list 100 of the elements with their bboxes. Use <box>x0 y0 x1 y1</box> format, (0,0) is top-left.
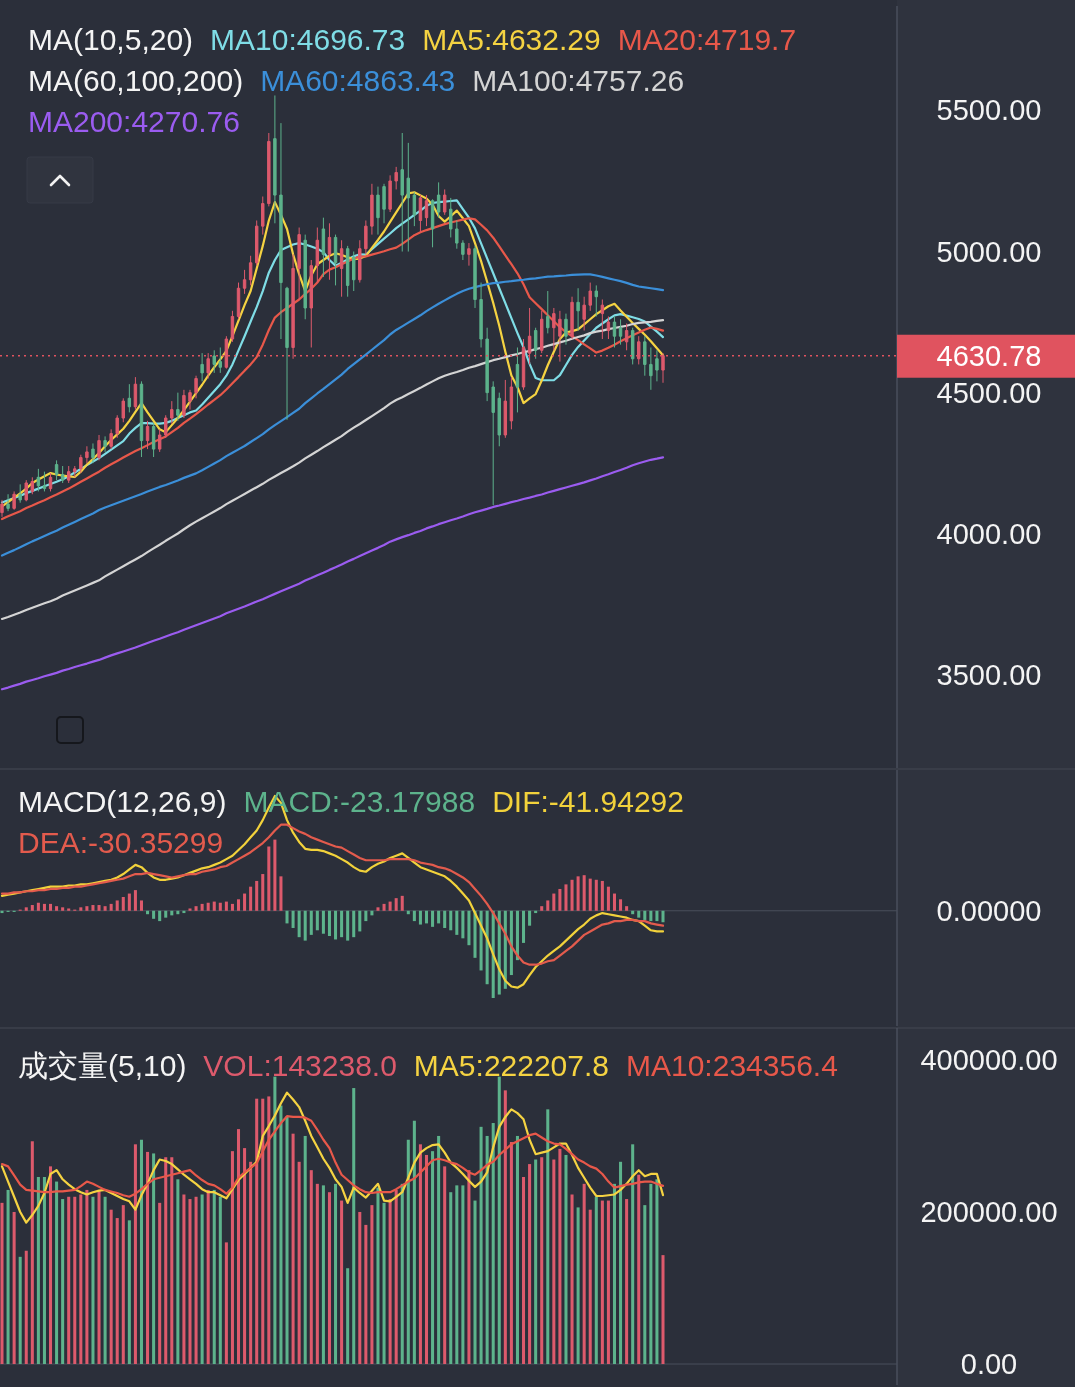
bar <box>85 906 89 911</box>
bar <box>582 875 586 911</box>
bar <box>139 900 143 911</box>
candlestick <box>661 352 665 384</box>
bar <box>637 910 641 918</box>
bar <box>0 910 4 914</box>
bar <box>485 1135 489 1365</box>
candlestick <box>303 234 307 320</box>
bar <box>12 1211 16 1365</box>
candlestick <box>115 414 119 439</box>
bar <box>600 1200 604 1365</box>
bar <box>479 1126 483 1365</box>
candlestick <box>582 296 586 332</box>
candlestick <box>279 122 283 340</box>
candlestick <box>261 196 265 236</box>
bar <box>576 876 580 911</box>
bar <box>36 1177 40 1365</box>
bar <box>528 910 532 926</box>
bar <box>643 910 647 920</box>
candlestick <box>552 307 556 351</box>
candlestick <box>242 269 247 295</box>
candlestick <box>254 219 259 267</box>
bar <box>522 1177 526 1365</box>
bar <box>188 908 192 911</box>
candlestick <box>618 318 623 346</box>
bar <box>473 1200 477 1365</box>
candlestick <box>637 335 641 365</box>
bar <box>515 910 519 961</box>
bar <box>139 1139 143 1365</box>
candlestick <box>540 310 544 354</box>
bar <box>412 910 416 922</box>
annotation: MA(60,100,200) <box>28 64 244 97</box>
bar <box>479 910 483 971</box>
bar <box>218 1196 222 1365</box>
bar <box>412 1120 416 1365</box>
bar <box>334 1183 338 1365</box>
candlestick <box>376 186 380 236</box>
candlestick <box>473 245 477 309</box>
bar <box>461 1185 465 1365</box>
candlestick <box>297 227 301 301</box>
bar <box>558 1148 562 1365</box>
bar <box>661 1255 665 1365</box>
bar <box>236 1129 241 1365</box>
bar <box>588 878 592 911</box>
bar <box>200 903 204 911</box>
bar <box>61 907 65 911</box>
candlestick <box>461 239 465 261</box>
candlestick <box>449 197 453 238</box>
text: MA200:4270.76 <box>28 105 240 138</box>
bar <box>103 1196 107 1365</box>
bar <box>570 1194 574 1365</box>
bar <box>346 910 350 941</box>
line-series <box>0 1091 665 1224</box>
bar <box>236 899 241 911</box>
text: 0.00000 <box>936 894 1042 927</box>
candlestick <box>388 174 392 213</box>
bar <box>376 907 380 911</box>
candlestick <box>649 346 653 391</box>
candlestick <box>352 251 356 292</box>
bar <box>625 1199 629 1365</box>
bar <box>176 1179 180 1365</box>
bar <box>261 874 265 911</box>
candlestick <box>66 465 71 484</box>
bar <box>467 910 471 946</box>
bar <box>619 899 623 911</box>
candlestick <box>12 490 16 511</box>
bar <box>73 1196 77 1365</box>
bar <box>340 1200 344 1365</box>
candlestick <box>315 227 320 284</box>
bar <box>164 910 168 918</box>
candlestick <box>497 392 501 447</box>
bar <box>564 884 568 911</box>
bar <box>315 910 319 931</box>
candlestick <box>455 219 459 250</box>
bar <box>534 1159 538 1365</box>
bar <box>449 1192 453 1365</box>
bar <box>394 898 398 911</box>
candlestick <box>200 352 204 382</box>
candlestick <box>267 132 271 207</box>
bar <box>334 910 338 940</box>
candlestick <box>370 183 374 236</box>
candlestick <box>285 286 289 421</box>
bar <box>637 1174 641 1365</box>
y-tick-label: 400000.00 <box>920 1043 1058 1076</box>
bar <box>388 901 392 911</box>
bar <box>24 1250 28 1365</box>
candlestick <box>291 253 295 360</box>
bar <box>455 910 459 935</box>
candlestick <box>79 454 83 474</box>
bar <box>321 910 325 934</box>
bar <box>243 1148 247 1365</box>
text: MA10:234356.4 <box>626 1049 838 1082</box>
candlestick <box>121 397 125 423</box>
bar <box>631 910 635 915</box>
bar <box>255 1098 259 1365</box>
candlestick <box>382 183 386 224</box>
bar <box>388 1199 392 1365</box>
bar <box>449 910 453 931</box>
bar <box>552 1159 556 1365</box>
candlestick <box>85 445 89 464</box>
